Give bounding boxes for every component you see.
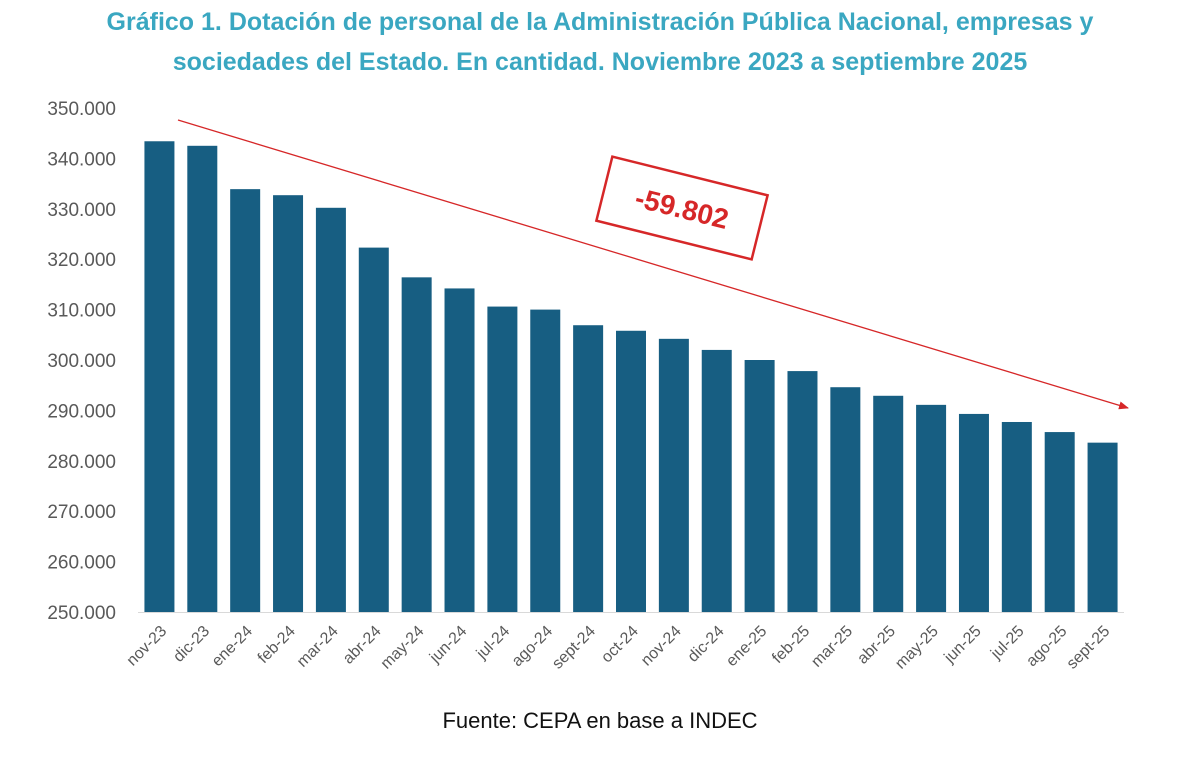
bar [830,387,861,612]
bar [530,309,561,612]
bar [616,330,646,612]
x-tick-label: ago-24 [509,623,556,670]
y-tick-label: 350.000 [47,99,116,120]
bars [144,141,1118,613]
x-tick-label: may-25 [892,623,942,673]
y-tick-label: 310.000 [47,301,116,322]
x-tick-label: sept-25 [1064,623,1114,673]
x-tick-label: jun-24 [426,623,470,667]
y-tick-label: 290.000 [47,401,116,422]
trend-annotation: -59.802 [177,119,1129,410]
trend-arrow [177,119,1129,410]
bar [658,338,689,612]
x-tick-label: ene-24 [209,623,256,670]
y-axis: 250.000 260.000 270.000 280.000 290.000 300.0… [47,99,116,624]
bar [744,360,775,612]
x-tick-label: jul-24 [473,623,513,663]
bar [916,404,947,612]
chart-title-line-2: sociedades del Estado. En cantidad. Novi… [172,48,1028,76]
x-tick-label: jun-25 [941,623,985,667]
x-tick-label: nov-24 [638,623,685,670]
x-tick-label: nov-23 [124,623,171,670]
bar [444,288,475,612]
bar [958,413,989,612]
bar [144,141,175,613]
x-tick-label: feb-24 [255,623,299,667]
bar [187,145,218,613]
x-axis: nov-23 dic-23ene-24feb-24mar-24abr-24may-… [124,612,1124,673]
y-tick-label: 280.000 [47,452,116,473]
bar [1001,421,1032,612]
x-tick-label: mar-24 [294,623,342,671]
x-tick-label: ene-25 [723,623,770,670]
bar-chart: 250.000 260.000 270.000 280.000 290.000 300.0… [47,99,1129,673]
y-tick-label: 320.000 [47,250,116,271]
bar [787,371,818,612]
source-note: Fuente: CEPA en base a INDEC [442,708,758,733]
bar [573,325,604,612]
bar [487,306,518,612]
bar [273,195,304,612]
x-tick-label: jul-25 [987,623,1027,663]
chart-title: Gráfico 1. Dotación de personal de la Ad… [0,2,1200,82]
x-tick-label: may-24 [378,623,428,673]
x-tick-label: sept-24 [549,623,599,673]
x-tick-label: dic-23 [170,623,213,666]
bar [1087,442,1118,612]
bar [1044,432,1075,612]
decrease-callout-box [594,155,770,261]
y-tick-label: 330.000 [47,200,116,221]
bar [358,247,389,612]
x-tick-label: ago-25 [1023,623,1070,670]
bar [315,207,346,613]
y-tick-label: 260.000 [47,553,116,574]
y-tick-label: 250.000 [47,603,116,624]
decrease-callout: -59.802 [594,155,770,261]
y-tick-label: 270.000 [47,502,116,523]
bar [873,395,904,612]
y-tick-label: 340.000 [47,149,116,170]
x-tick-label: mar-25 [808,623,856,671]
x-tick-label: oct-24 [598,623,642,667]
bar [230,189,261,613]
x-tick-label: dic-24 [685,623,728,666]
x-tick-label: feb-25 [769,623,813,667]
y-tick-label: 300.000 [47,351,116,372]
bar [401,277,432,612]
chart-title-line-1: Gráfico 1. Dotación de personal de la Ad… [106,8,1094,36]
bar [701,349,732,612]
